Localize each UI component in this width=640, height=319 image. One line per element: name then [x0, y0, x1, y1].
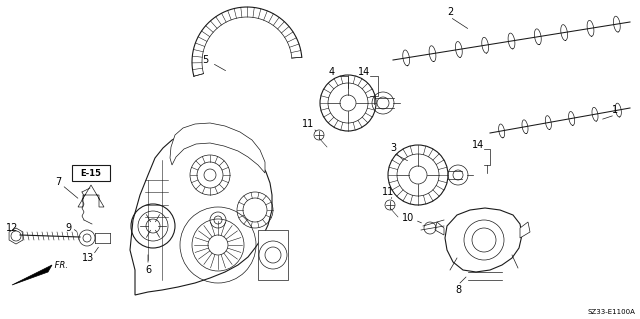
- Text: 9: 9: [65, 223, 71, 233]
- Text: 5: 5: [202, 55, 208, 65]
- Text: 6: 6: [145, 265, 151, 275]
- Text: 12: 12: [6, 223, 18, 233]
- Text: 3: 3: [390, 143, 396, 153]
- Text: FR.: FR.: [52, 261, 68, 270]
- Text: 2: 2: [447, 7, 453, 17]
- Text: 11: 11: [382, 187, 394, 197]
- Polygon shape: [520, 222, 530, 238]
- FancyBboxPatch shape: [258, 230, 288, 280]
- Text: 14: 14: [358, 67, 370, 77]
- Polygon shape: [9, 228, 23, 244]
- Text: 8: 8: [455, 285, 461, 295]
- Text: 1: 1: [612, 105, 618, 115]
- Text: 13: 13: [82, 253, 94, 263]
- Text: 10: 10: [402, 213, 414, 223]
- Text: SZ33-E1100A: SZ33-E1100A: [587, 309, 635, 315]
- Text: 14: 14: [472, 140, 484, 150]
- Polygon shape: [435, 222, 444, 235]
- Polygon shape: [78, 185, 104, 207]
- Text: 7: 7: [55, 177, 61, 187]
- Text: E-15: E-15: [81, 168, 102, 177]
- Polygon shape: [170, 123, 265, 173]
- Text: 4: 4: [329, 67, 335, 77]
- Polygon shape: [12, 265, 52, 285]
- Polygon shape: [445, 208, 522, 272]
- Polygon shape: [130, 130, 272, 295]
- Text: 11: 11: [302, 119, 314, 129]
